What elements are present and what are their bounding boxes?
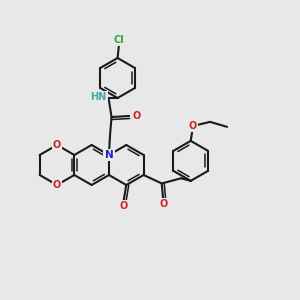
Text: O: O (189, 121, 197, 131)
Text: O: O (159, 199, 167, 209)
Text: O: O (132, 111, 140, 121)
Text: O: O (53, 180, 61, 190)
Text: HN: HN (90, 92, 106, 102)
Text: O: O (53, 140, 61, 150)
Text: Cl: Cl (114, 35, 124, 45)
Text: N: N (105, 150, 113, 160)
Text: O: O (119, 201, 128, 211)
